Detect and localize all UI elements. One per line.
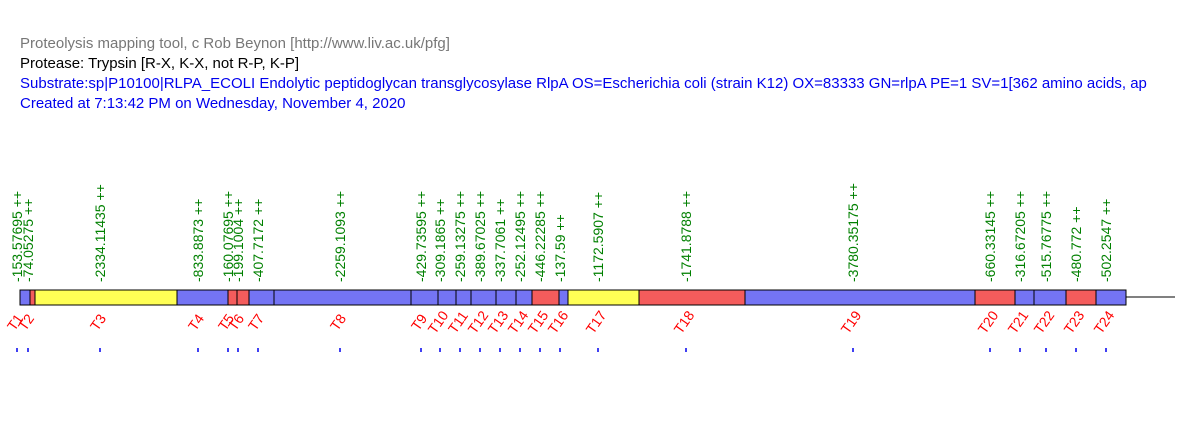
fragment-mass: -446.22285 ++ — [532, 191, 548, 282]
fragment-mass: -502.2547 ++ — [1098, 199, 1114, 282]
fragment-label: T7 — [245, 311, 268, 334]
fragment-label: T24 — [1090, 307, 1117, 336]
fragment-mass: -137.59 ++ — [552, 214, 568, 282]
created: Created at 7:13:42 PM on Wednesday, Nove… — [20, 95, 406, 112]
fragment-mass: -337.7061 ++ — [492, 199, 508, 282]
fragment-mass: -660.33145 ++ — [982, 191, 998, 282]
fragment-segment — [744, 289, 976, 306]
fragment-label: T21 — [1004, 307, 1031, 336]
fragment-label: T20 — [974, 307, 1001, 336]
fragment-label: T19 — [837, 307, 864, 336]
fragment-label: T16 — [544, 307, 571, 336]
fragment-mass: -2334.11435 ++ — [92, 184, 108, 282]
fragment-segment — [34, 289, 178, 306]
fragment-mass: -1741.8788 ++ — [678, 191, 694, 282]
fragment-segment — [1014, 289, 1035, 306]
fragment-label: T18 — [670, 307, 697, 336]
fragment-mass: -252.12495 ++ — [512, 191, 528, 282]
fragment-label: T5 — [215, 311, 238, 334]
fragment-label: T2 — [15, 311, 38, 334]
fragment-segment — [176, 289, 229, 306]
fragment-segment — [410, 289, 439, 306]
substrate: Substrate:sp|P10100|RLPA_ECOLI Endolytic… — [20, 75, 1147, 92]
fragment-mass: -199.1004 ++ — [230, 199, 246, 282]
fragment-segment — [638, 289, 746, 306]
fragment-segment — [19, 289, 31, 306]
fragment-segment — [531, 289, 560, 306]
fragment-mass: -74.05275 ++ — [20, 199, 36, 282]
fragment-segment — [236, 289, 250, 306]
fragment-mass: -3780.35175 ++ — [845, 183, 861, 282]
fragment-mass: -389.67025 ++ — [472, 191, 488, 282]
fragment-segment — [437, 289, 457, 306]
fragment-label: T22 — [1030, 307, 1057, 336]
fragment-segment — [495, 289, 517, 306]
fragment-label: T3 — [87, 311, 110, 334]
fragment-label: T8 — [327, 311, 350, 334]
fragment-segment — [974, 289, 1016, 306]
fragment-label: T17 — [582, 307, 609, 336]
fragment-segment — [470, 289, 497, 306]
fragment-mass: -480.772 ++ — [1068, 206, 1084, 282]
fragment-mass: -407.7172 ++ — [250, 199, 266, 282]
fragment-segment — [273, 289, 412, 306]
tool-title: Proteolysis mapping tool, c Rob Beynon [… — [20, 35, 450, 52]
fragment-mass: -316.67205 ++ — [1012, 191, 1028, 282]
fragment-mass: -153.57695 ++ — [9, 191, 25, 282]
fragment-mass: -515.76775 ++ — [1038, 191, 1054, 282]
fragment-mass: -309.1865 ++ — [432, 199, 448, 282]
fragment-mass: -833.8873 ++ — [190, 199, 206, 282]
fragment-mass: -2259.1093 ++ — [332, 191, 348, 282]
fragment-segment — [515, 289, 533, 306]
fragment-label: T23 — [1060, 307, 1087, 336]
fragment-mass: -1172.5907 ++ — [590, 192, 606, 282]
fragment-segment — [567, 289, 640, 306]
fragment-segment — [1033, 289, 1067, 306]
fragment-mass: -259.13275 ++ — [452, 191, 468, 282]
fragment-label: T6 — [225, 311, 248, 334]
fragment-segment — [29, 289, 36, 306]
fragment-label: T4 — [185, 311, 208, 334]
fragment-segment — [558, 289, 569, 306]
fragment-segment — [455, 289, 472, 306]
fragment-mass: -429.73595 ++ — [413, 191, 429, 282]
fragment-label: T1 — [4, 311, 27, 334]
fragment-label: T9 — [408, 311, 431, 334]
protease: Protease: Trypsin [R-X, K-X, not R-P, K-… — [20, 55, 299, 72]
fragment-segment — [248, 289, 275, 306]
fragment-segment — [1065, 289, 1097, 306]
fragment-mass: -160.07695 ++ — [220, 191, 236, 282]
fragment-segment — [227, 289, 238, 306]
fragment-segment — [1095, 289, 1127, 306]
